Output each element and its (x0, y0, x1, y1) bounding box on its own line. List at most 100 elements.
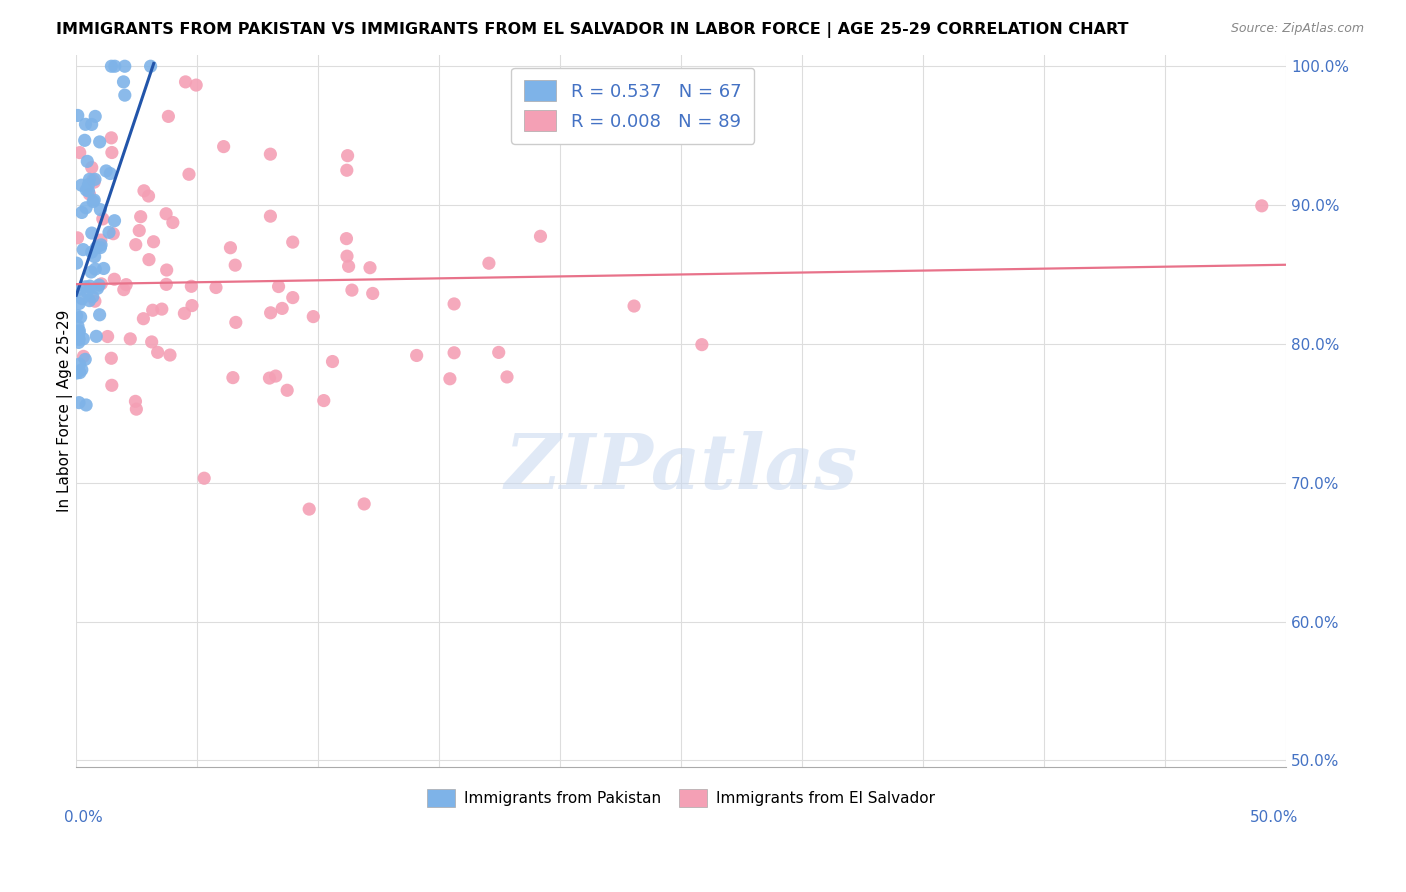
Point (70, 205, 93, 219)
Point (75, 117, 97, 131)
Point (336, 148, 359, 162)
Point (156, 263, 179, 277)
Point (79, 172, 101, 186)
Point (97, 329, 120, 343)
Point (70, 178, 93, 193)
Point (103, 213, 125, 227)
Point (100, 59, 122, 73)
Point (84, 262, 107, 277)
Point (114, 88, 136, 103)
Point (336, 249, 359, 263)
Point (561, 31, 583, 45)
Point (259, 306, 281, 320)
Point (67, 326, 90, 340)
Point (67, 324, 90, 338)
Point (101, 145, 124, 160)
Point (180, 279, 202, 293)
Point (267, 279, 290, 293)
Point (66, 318, 89, 333)
Point (353, 497, 375, 511)
Point (70, 362, 93, 376)
Point (90, 277, 112, 291)
Point (405, 349, 427, 363)
Point (66, 231, 89, 245)
Point (162, 215, 184, 229)
Point (90, 233, 112, 247)
Point (69, 310, 91, 325)
Point (98, 167, 121, 181)
Point (193, 471, 215, 485)
Point (124, 394, 146, 409)
Point (66, 108, 89, 122)
Point (142, 235, 165, 249)
Point (141, 334, 163, 349)
Point (75, 352, 97, 367)
Point (79, 187, 101, 202)
Point (496, 370, 519, 384)
Point (69, 145, 91, 160)
Point (224, 258, 246, 272)
Point (69, 366, 91, 380)
Point (321, 354, 343, 368)
Point (302, 310, 325, 324)
Point (488, 345, 510, 359)
Point (155, 277, 177, 292)
Point (80, 161, 103, 175)
Point (138, 252, 160, 267)
Point (83, 175, 105, 189)
Point (150, 302, 173, 317)
Text: 0.0%: 0.0% (65, 810, 103, 825)
Point (181, 299, 204, 313)
Point (100, 131, 122, 145)
Point (443, 297, 465, 311)
Point (69, 357, 91, 371)
Point (120, 332, 142, 346)
Point (443, 345, 465, 359)
Point (225, 315, 247, 329)
Point (104, 59, 127, 73)
Point (65, 256, 87, 270)
Point (128, 223, 150, 237)
Text: Source: ZipAtlas.com: Source: ZipAtlas.com (1230, 22, 1364, 36)
Point (83, 250, 105, 264)
Point (98, 225, 121, 239)
Point (75, 201, 97, 215)
Point (157, 109, 180, 123)
Point (89, 308, 111, 322)
Point (93, 261, 115, 276)
Point (139, 59, 162, 73)
Point (84, 109, 107, 123)
Point (125, 402, 148, 417)
Point (359, 260, 381, 275)
Point (89, 202, 111, 217)
Point (67, 335, 90, 350)
Point (67, 333, 90, 347)
Point (72, 350, 94, 364)
Point (84, 172, 107, 186)
Point (82, 290, 104, 304)
Point (112, 75, 135, 89)
Point (478, 256, 501, 270)
Point (212, 139, 235, 153)
Point (75, 280, 97, 294)
Point (90, 238, 112, 252)
Point (66, 309, 89, 323)
Point (75, 183, 97, 197)
Point (259, 209, 281, 223)
Point (114, 59, 136, 73)
Point (89, 135, 111, 149)
Point (67, 395, 90, 409)
Point (259, 371, 281, 385)
Point (84, 294, 107, 309)
Point (222, 370, 245, 384)
Point (72, 332, 94, 346)
Point (623, 299, 645, 313)
Point (186, 78, 208, 92)
Text: ZIPatlas: ZIPatlas (505, 431, 858, 505)
Point (174, 75, 197, 89)
Point (132, 311, 155, 326)
Point (146, 345, 169, 359)
Point (66, 366, 89, 380)
Point (84, 329, 107, 343)
Point (690, 337, 713, 351)
